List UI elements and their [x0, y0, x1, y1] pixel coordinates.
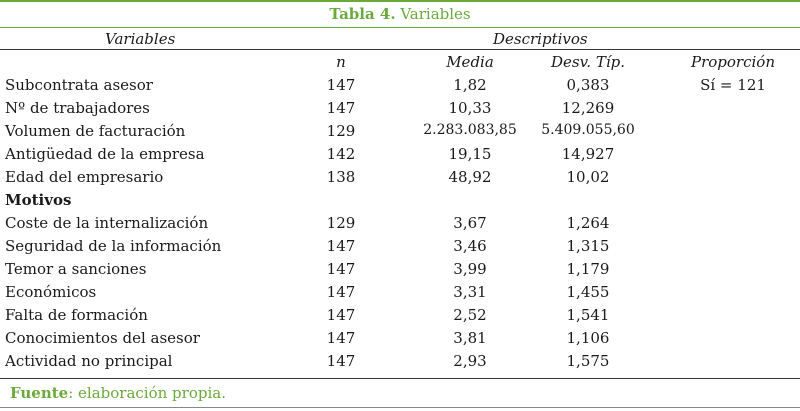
- row-n: 147: [326, 260, 356, 278]
- row-media: 2.283.083,85: [423, 122, 517, 138]
- row-label: Coste de la internalización: [5, 214, 209, 232]
- row-desv: 1,455: [566, 283, 610, 301]
- row-media: 19,15: [448, 145, 492, 163]
- row-n: 138: [326, 168, 356, 186]
- row-n: 129: [326, 122, 356, 140]
- row-label: Falta de formación: [5, 306, 148, 324]
- row-desv: 1,541: [566, 306, 610, 324]
- row-n: 147: [326, 76, 356, 94]
- row-label: Nº de trabajadores: [5, 99, 150, 117]
- source-text: : elaboración propia.: [68, 384, 226, 402]
- row-desv: 14,927: [561, 145, 615, 163]
- row-n: 147: [326, 283, 356, 301]
- row-label: Temor a sanciones: [5, 260, 147, 278]
- row-media: 3,46: [453, 237, 487, 255]
- table-source: Fuente: elaboración propia.: [10, 384, 226, 402]
- row-media: 48,92: [448, 168, 492, 186]
- caption-title: Variables: [395, 5, 471, 23]
- col-header-proporcion: Proporción: [691, 53, 775, 71]
- row-n: 142: [326, 145, 356, 163]
- row-n: 147: [326, 352, 356, 370]
- bottom-border: [0, 407, 800, 408]
- header-descriptivos: Descriptivos: [493, 30, 588, 48]
- table-bottom-rule: [0, 378, 800, 379]
- row-desv: 12,269: [561, 99, 615, 117]
- row-n: 147: [326, 329, 356, 347]
- row-desv: 1,315: [566, 237, 610, 255]
- row-media: 3,81: [453, 329, 487, 347]
- row-desv: 1,179: [566, 260, 610, 278]
- row-media: 2,52: [453, 306, 487, 324]
- section-heading-motivos: Motivos: [5, 191, 72, 209]
- table-caption: Tabla 4. Variables: [0, 5, 800, 23]
- row-label: Seguridad de la información: [5, 237, 222, 255]
- header-divider: [0, 49, 800, 50]
- header-variables: Variables: [105, 30, 176, 48]
- row-media: 2,93: [453, 352, 487, 370]
- row-label: Conocimientos del asesor: [5, 329, 200, 347]
- source-label: Fuente: [10, 384, 69, 402]
- row-label: Actividad no principal: [5, 352, 173, 370]
- row-desv: 5.409.055,60: [541, 122, 635, 138]
- top-border: [0, 0, 800, 2]
- caption-divider: [0, 27, 800, 28]
- row-media: 3,67: [453, 214, 487, 232]
- col-header-media: Media: [446, 53, 494, 71]
- row-label: Edad del empresario: [5, 168, 164, 186]
- col-header-desv: Desv. Típ.: [550, 53, 625, 71]
- row-label: Subcontrata asesor: [5, 76, 153, 94]
- row-desv: 0,383: [566, 76, 610, 94]
- row-label: Económicos: [5, 283, 97, 301]
- row-media: 10,33: [448, 99, 492, 117]
- row-media: 3,99: [453, 260, 487, 278]
- caption-label: Tabla 4.: [329, 5, 396, 23]
- row-media: 3,31: [453, 283, 487, 301]
- row-desv: 1,264: [566, 214, 610, 232]
- row-desv: 1,575: [566, 352, 610, 370]
- row-n: 129: [326, 214, 356, 232]
- row-n: 147: [326, 99, 356, 117]
- row-media: 1,82: [453, 76, 487, 94]
- proporcion-value: Sí = 121: [700, 76, 766, 94]
- row-desv: 1,106: [566, 329, 610, 347]
- row-label: Volumen de facturación: [5, 122, 186, 140]
- row-label: Antigüedad de la empresa: [5, 145, 205, 163]
- row-n: 147: [326, 306, 356, 324]
- col-header-n: n: [336, 53, 346, 71]
- row-desv: 10,02: [566, 168, 610, 186]
- row-n: 147: [326, 237, 356, 255]
